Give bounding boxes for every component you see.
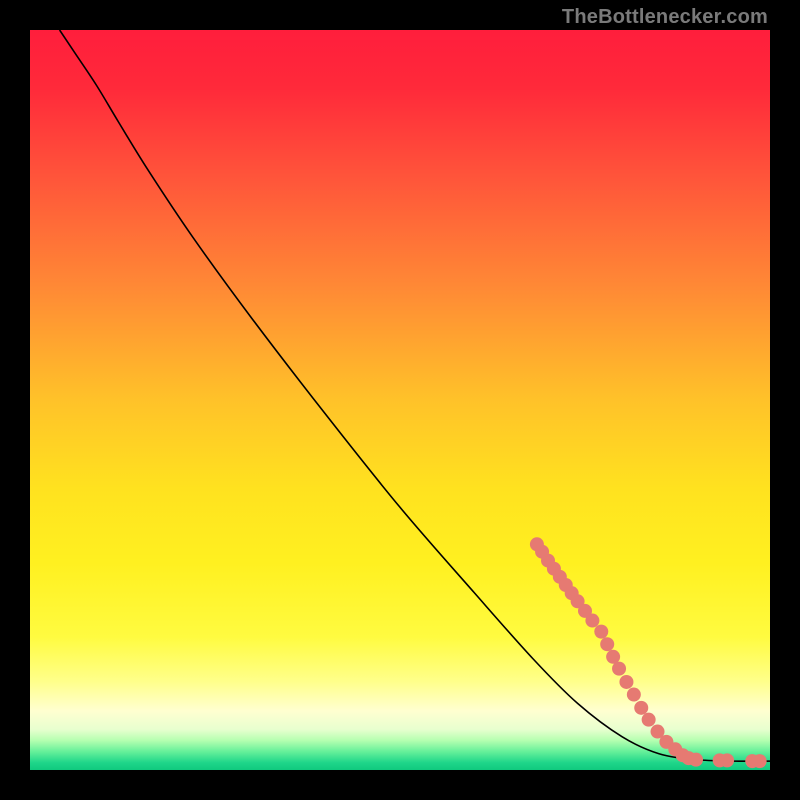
bottleneck-curve [60,30,770,761]
data-marker [585,614,599,628]
data-markers [530,537,767,768]
plot-area [30,30,770,770]
data-marker [642,713,656,727]
watermark-text: TheBottlenecker.com [562,6,768,29]
chart-layer [30,30,770,770]
data-marker [606,650,620,664]
data-marker [627,688,641,702]
data-marker [594,625,608,639]
data-marker [720,753,734,767]
data-marker [689,753,703,767]
data-marker [753,754,767,768]
data-marker [619,675,633,689]
data-marker [600,637,614,651]
data-marker [612,662,626,676]
data-marker [634,701,648,715]
